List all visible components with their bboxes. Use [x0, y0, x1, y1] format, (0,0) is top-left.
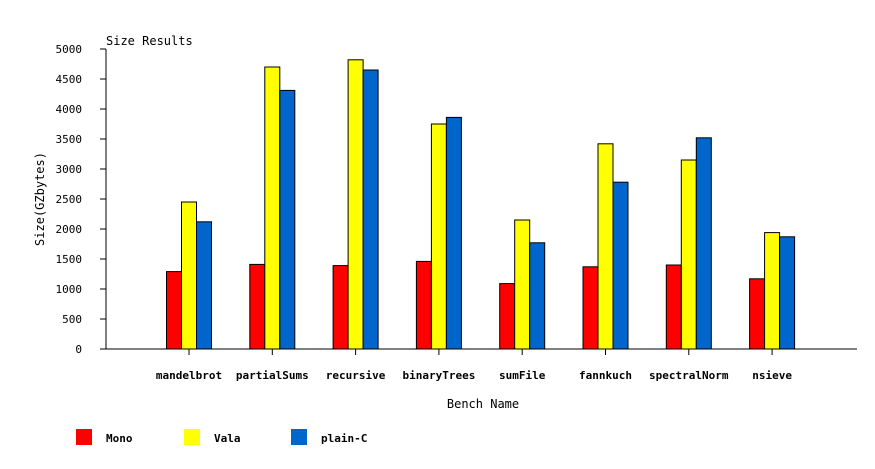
y-tick-label: 2500 — [56, 193, 83, 206]
x-tick-label: spectralNorm — [649, 369, 729, 382]
legend-swatch-vala — [184, 429, 200, 445]
x-tick-label: partialSums — [236, 369, 309, 382]
legend: Mono Vala plain-C — [76, 429, 367, 445]
y-tick-label: 0 — [75, 343, 82, 356]
legend-label-mono: Mono — [106, 432, 133, 445]
bar-mono-nsieve — [749, 278, 766, 350]
x-tick-label: recursive — [326, 369, 386, 382]
legend-label-plain-c: plain-C — [321, 432, 367, 445]
x-axis-title: Bench Name — [447, 397, 519, 411]
x-tick-label: nsieve — [752, 369, 792, 382]
bar-vala-mandelbrot — [181, 201, 197, 350]
bar-plain-c-sumFile — [529, 242, 546, 350]
bar-vala-fannkuch — [597, 143, 614, 350]
bar-vala-partialSums — [264, 66, 281, 350]
legend-swatch-mono — [76, 429, 92, 445]
bar-mono-binaryTrees — [415, 260, 432, 350]
x-tick-label: mandelbrot — [156, 369, 222, 382]
y-tick-label: 1000 — [56, 283, 83, 296]
bar-vala-spectralNorm — [680, 159, 697, 350]
legend-label-vala: Vala — [214, 432, 241, 445]
plot-area: 0 500 1000 1500 2000 2500 3000 3500 4000 4500 5000… — [56, 43, 857, 382]
y-tick-label: 2000 — [56, 223, 83, 236]
legend-swatch-plain-c — [291, 429, 307, 445]
bar-plain-c-recursive — [362, 69, 379, 350]
bar-vala-recursive — [347, 59, 364, 350]
y-tick-label: 3000 — [56, 163, 83, 176]
y-tick-label: 4000 — [56, 103, 83, 116]
x-tick-label: fannkuch — [579, 369, 632, 382]
bar-vala-binaryTrees — [430, 123, 447, 350]
chart-title: Size Results — [106, 34, 193, 48]
bar-plain-c-fannkuch — [612, 181, 629, 350]
bar-mono-sumFile — [499, 283, 516, 350]
x-tick-label: sumFile — [499, 369, 546, 382]
bar-plain-c-spectralNorm — [695, 137, 712, 350]
y-tick-label: 5000 — [56, 43, 83, 56]
x-tick-label: binaryTrees — [402, 369, 475, 382]
y-tick-label: 3500 — [56, 133, 83, 146]
y-tick-label: 4500 — [56, 73, 83, 86]
bar-mono-spectralNorm — [665, 264, 682, 350]
bar-plain-c-binaryTrees — [445, 116, 462, 350]
y-tick-label: 500 — [62, 313, 82, 326]
bar-mono-partialSums — [249, 263, 266, 350]
bar-mono-fannkuch — [582, 266, 599, 350]
bar-vala-nsieve — [764, 232, 781, 350]
bar-vala-sumFile — [514, 219, 531, 350]
y-axis-title: Size(GZbytes) — [33, 152, 47, 246]
bar-plain-c-partialSums — [279, 89, 296, 350]
bar-mono-mandelbrot — [166, 271, 182, 350]
y-tick-label: 1500 — [56, 253, 83, 266]
bar-mono-recursive — [332, 265, 349, 350]
bar-plain-c-mandelbrot — [196, 221, 212, 350]
bar-plain-c-nsieve — [779, 236, 796, 350]
